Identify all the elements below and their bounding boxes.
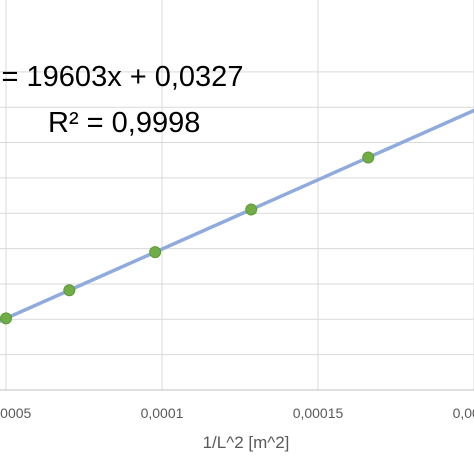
data-point <box>63 284 76 297</box>
x-tick-label: 0,00015 <box>293 405 344 421</box>
trendline-layer <box>0 108 474 323</box>
data-point <box>149 246 162 259</box>
trendline <box>0 108 474 323</box>
trendline-r-squared: R² = 0,9998 <box>48 107 200 139</box>
data-point <box>362 151 375 164</box>
gridlines <box>0 0 474 391</box>
x-tick-label: 0,00005 <box>0 405 32 421</box>
data-points <box>0 151 375 325</box>
data-point <box>245 203 258 216</box>
x-axis-tick-labels: 0,00005 0,0001 0,00015 0,0002 <box>0 405 474 421</box>
data-point <box>0 312 12 325</box>
x-tick-label: 0,0001 <box>141 405 184 421</box>
x-tick-label: 0,0002 <box>453 405 474 421</box>
trendline-equation: y = 19603x + 0,0327 <box>0 61 243 93</box>
x-axis-title: 1/L^2 [m^2] <box>203 433 290 452</box>
